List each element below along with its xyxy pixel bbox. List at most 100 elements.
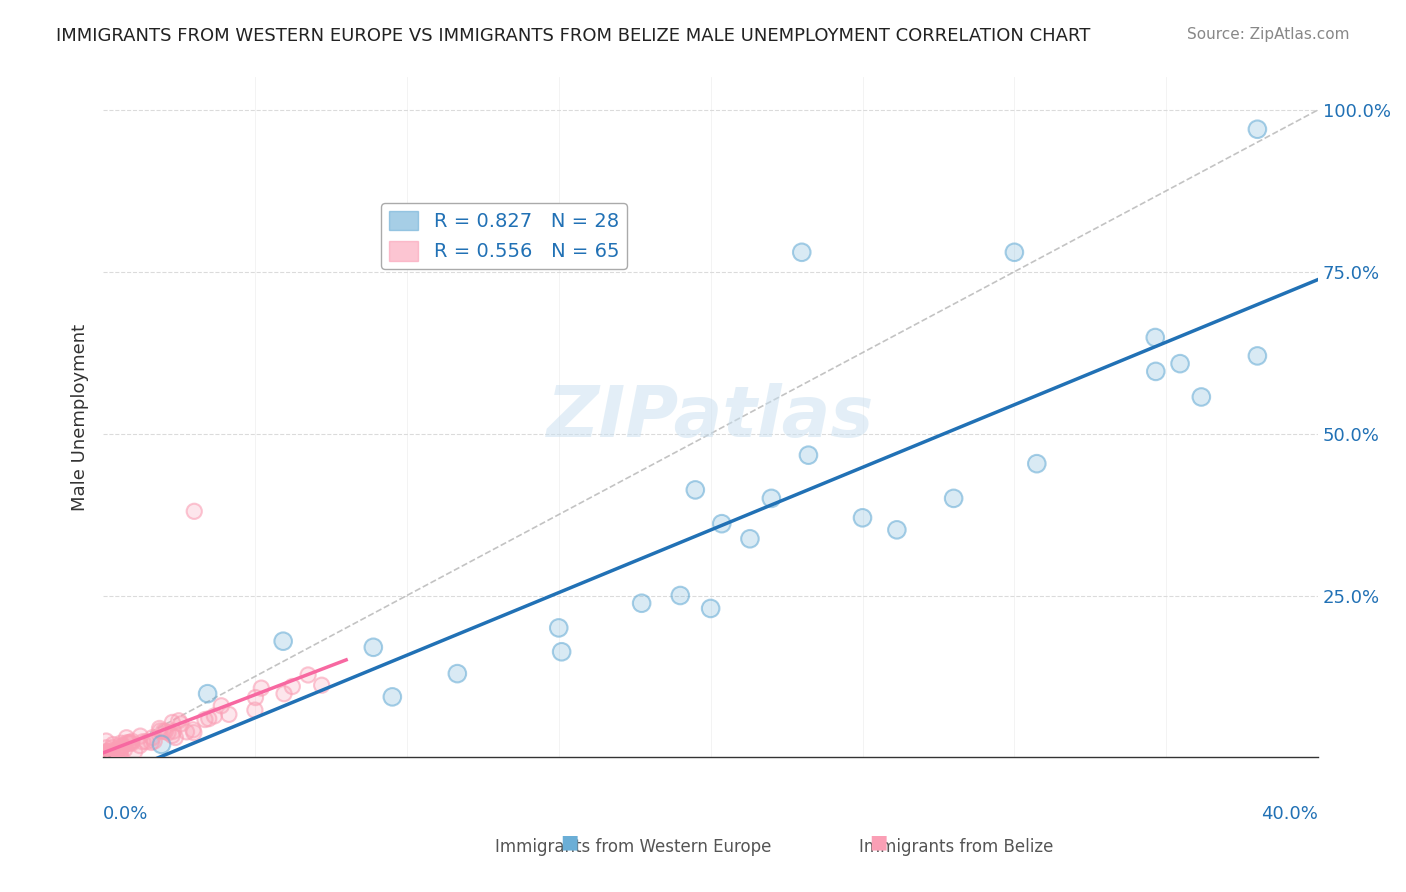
Legend: R = 0.827   N = 28, R = 0.556   N = 65: R = 0.827 N = 28, R = 0.556 N = 65: [381, 202, 627, 269]
Point: [128, 739, 150, 753]
Point: [162, 729, 184, 743]
Text: 0.0%: 0.0%: [103, 805, 149, 823]
Point: [115, 731, 138, 745]
Point: [152, 724, 174, 739]
Point: [311, 678, 333, 692]
Point: [547, 621, 569, 635]
Point: [96, 744, 118, 758]
Point: [202, 709, 225, 723]
Point: [108, 740, 131, 755]
Point: [243, 703, 266, 717]
Point: [183, 504, 205, 518]
Point: [297, 668, 319, 682]
Point: [110, 742, 132, 756]
Point: [1168, 357, 1191, 371]
Text: ZIPatlas: ZIPatlas: [547, 383, 875, 452]
Point: [446, 666, 468, 681]
Point: [942, 491, 965, 506]
Point: [218, 707, 240, 722]
Point: [110, 736, 132, 750]
Point: [143, 734, 166, 748]
Text: 40.0%: 40.0%: [1261, 805, 1319, 823]
Point: [155, 724, 177, 739]
Point: [1144, 364, 1167, 378]
Point: [97, 749, 120, 764]
Point: [297, 668, 319, 682]
Point: [1144, 330, 1167, 344]
Point: [141, 731, 163, 745]
Point: [96, 745, 118, 759]
Point: [115, 736, 138, 750]
Text: ■: ■: [560, 833, 579, 852]
Y-axis label: Male Unemployment: Male Unemployment: [72, 324, 89, 511]
Point: [110, 742, 132, 756]
Text: ■: ■: [869, 833, 889, 852]
Point: [129, 729, 152, 743]
Point: [176, 724, 198, 739]
Point: [96, 745, 118, 759]
Point: [155, 724, 177, 739]
Point: [790, 245, 813, 260]
Point: [271, 634, 294, 648]
Point: [1144, 364, 1167, 378]
Point: [101, 740, 124, 755]
Point: [790, 245, 813, 260]
Point: [96, 748, 118, 763]
Point: [121, 734, 143, 748]
Point: [1144, 330, 1167, 344]
Point: [108, 740, 131, 755]
Point: [152, 724, 174, 739]
Point: [630, 596, 652, 610]
Point: [685, 483, 707, 497]
Point: [710, 516, 733, 531]
Point: [120, 736, 142, 750]
Point: [96, 734, 118, 748]
Point: [162, 724, 184, 739]
Point: [108, 748, 131, 763]
Point: [1025, 457, 1047, 471]
Point: [96, 745, 118, 759]
Point: [167, 714, 190, 728]
Point: [110, 742, 132, 756]
Point: [101, 738, 124, 752]
Point: [738, 532, 761, 546]
Point: [1168, 357, 1191, 371]
Point: [114, 742, 136, 756]
Point: [218, 707, 240, 722]
Point: [148, 722, 170, 736]
Point: [181, 723, 204, 737]
Point: [209, 698, 232, 713]
Point: [630, 596, 652, 610]
Point: [1025, 457, 1047, 471]
Point: [114, 742, 136, 756]
Point: [129, 729, 152, 743]
Point: [170, 716, 193, 731]
Point: [446, 666, 468, 681]
Point: [110, 748, 132, 763]
Point: [1189, 390, 1212, 404]
Point: [101, 744, 124, 758]
Point: [281, 680, 304, 694]
Point: [97, 749, 120, 764]
Point: [135, 734, 157, 748]
Point: [141, 735, 163, 749]
Point: [851, 510, 873, 524]
Point: [157, 725, 180, 739]
Point: [162, 715, 184, 730]
Point: [110, 748, 132, 763]
Point: [273, 687, 295, 701]
Point: [121, 736, 143, 750]
Point: [183, 504, 205, 518]
Point: [96, 748, 118, 763]
Point: [547, 621, 569, 635]
Point: [197, 712, 219, 726]
Point: [162, 724, 184, 739]
Point: [96, 747, 118, 762]
Point: [121, 734, 143, 748]
Point: [96, 749, 118, 764]
Point: [363, 640, 385, 655]
Point: [194, 713, 217, 727]
Point: [685, 483, 707, 497]
Point: [1002, 245, 1025, 260]
Point: [183, 725, 205, 739]
